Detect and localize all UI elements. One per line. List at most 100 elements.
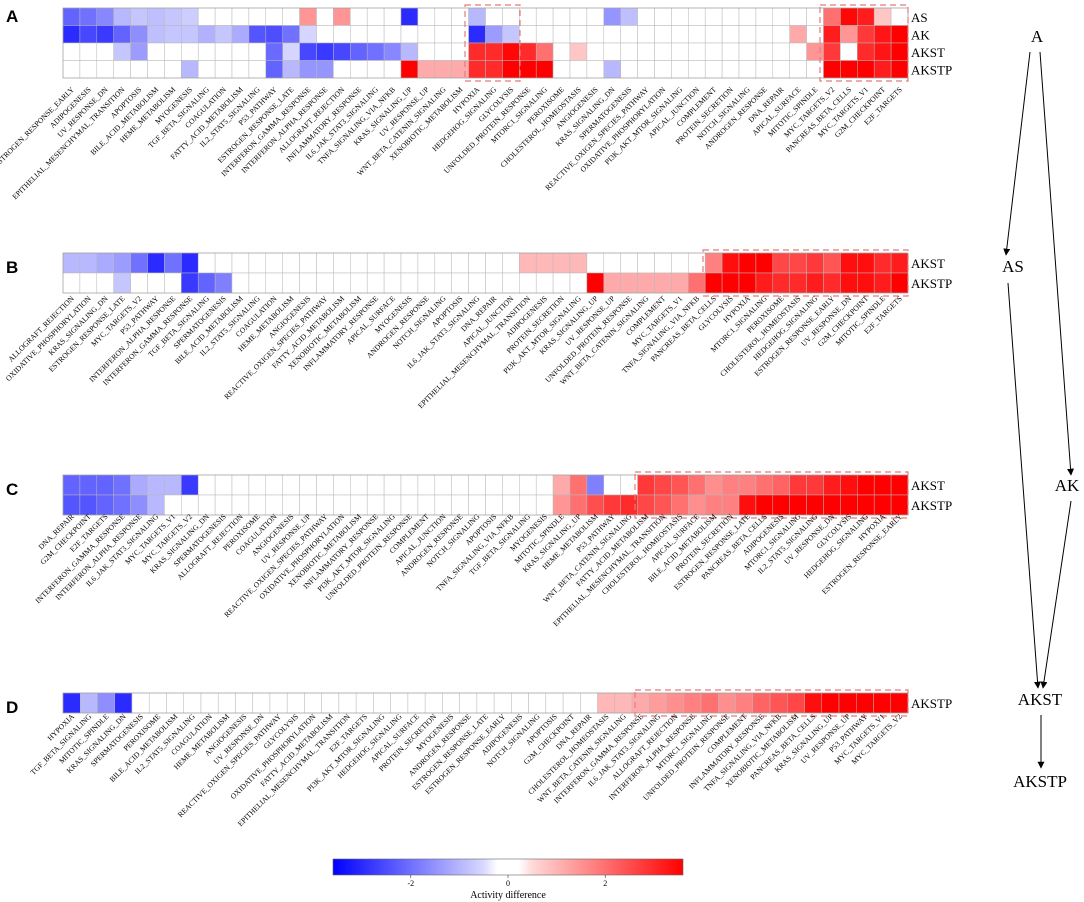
heatmap-cell	[197, 25, 216, 44]
heatmap-cell	[823, 252, 841, 274]
row-label: AKST	[911, 478, 945, 493]
heatmap-cell	[407, 692, 426, 714]
heatmap-cell	[147, 272, 165, 294]
heatmap-cell	[789, 494, 807, 516]
heatmap-cell	[451, 25, 469, 44]
heatmap-cell	[603, 494, 621, 516]
heatmap-cell	[197, 474, 216, 496]
highlight-box	[634, 471, 909, 519]
heatmap-cell	[468, 42, 486, 61]
heatmap-cell	[519, 42, 537, 61]
heatmap-cell	[400, 42, 419, 61]
heatmap-cell	[721, 494, 740, 516]
heatmap-cell	[688, 7, 706, 26]
heatmap-cell	[434, 474, 452, 496]
lineage-node: A	[1031, 27, 1044, 46]
heatmap-cell	[704, 474, 723, 496]
heatmap-cell	[197, 42, 216, 61]
heatmap-cell	[231, 272, 250, 294]
heatmap-cell	[654, 25, 672, 44]
heatmap-cell	[197, 494, 216, 516]
heatmap-cell	[299, 42, 317, 61]
heatmap-cell	[113, 25, 131, 44]
heatmap-cell	[282, 7, 300, 26]
heatmap-cell	[164, 252, 182, 274]
heatmap-cell	[502, 474, 520, 496]
heatmap-cell	[873, 42, 892, 61]
heatmap-cell	[147, 25, 165, 44]
heatmap-cell	[62, 474, 81, 496]
heatmap-cell	[417, 60, 436, 79]
heatmap-cell	[214, 25, 233, 44]
heatmap-cell	[755, 25, 774, 44]
heatmap-cell	[130, 252, 148, 274]
heatmap-cell	[333, 42, 351, 61]
row-label: AKST	[911, 256, 945, 271]
heatmap-cell	[821, 692, 840, 714]
heatmap-cell	[181, 252, 199, 274]
heatmap-cell	[603, 42, 621, 61]
heatmap-cell	[772, 60, 790, 79]
heatmap-cell	[840, 7, 858, 26]
heatmap-cell	[586, 474, 605, 496]
heatmap-cell	[535, 252, 554, 274]
heatmap-cell	[424, 692, 443, 714]
heatmap-cell	[434, 25, 452, 44]
colorbar-tick-label: -2	[407, 879, 414, 888]
heatmap-cell	[738, 7, 757, 26]
heatmap-cell	[299, 25, 317, 44]
heatmap-cell	[586, 42, 605, 61]
row-label: AK	[911, 27, 930, 42]
heatmap-cell	[671, 474, 689, 496]
heatmap-cell	[113, 60, 131, 79]
heatmap-cell	[569, 494, 588, 516]
heatmap-cell	[671, 494, 689, 516]
heatmap-cell	[704, 42, 723, 61]
heatmap-cell	[857, 252, 875, 274]
heatmap-cell	[417, 272, 436, 294]
heatmap-cell	[231, 252, 250, 274]
heatmap-cell	[166, 692, 184, 714]
heatmap-cell	[511, 692, 529, 714]
heatmap-cell	[62, 272, 81, 294]
heatmap-cell	[248, 60, 267, 79]
heatmap-cell	[485, 60, 503, 79]
heatmap-cell	[350, 60, 368, 79]
heatmap-cell	[62, 494, 81, 516]
heatmap-cell	[840, 60, 858, 79]
heatmap-cell	[857, 494, 875, 516]
heatmap-cell	[164, 474, 182, 496]
heatmap-cell	[873, 494, 892, 516]
heatmap-cell	[552, 272, 571, 294]
colorbar-label: Activity difference	[470, 890, 546, 901]
heatmap-cell	[620, 252, 638, 274]
heatmap-cell	[350, 272, 368, 294]
heatmap-cell	[562, 692, 581, 714]
heatmap-cell	[873, 692, 892, 714]
heatmap-cell	[265, 494, 283, 516]
heatmap-cell	[147, 494, 165, 516]
heatmap-cell	[873, 272, 892, 294]
heatmap-cell	[366, 42, 385, 61]
heatmap-cell	[804, 692, 823, 714]
heatmap-cell	[772, 7, 790, 26]
colorbar: -2 0 2 Activity difference	[332, 858, 684, 901]
heatmap-cell	[752, 692, 771, 714]
heatmap-cell	[62, 25, 81, 44]
heatmap-cell	[485, 474, 503, 496]
heatmap-cell	[147, 60, 165, 79]
heatmap-cell	[552, 252, 571, 274]
heatmap-cell	[400, 25, 419, 44]
heatmap-cell	[400, 494, 419, 516]
heatmap-cell	[214, 474, 233, 496]
heatmap-cell	[502, 42, 520, 61]
heatmap-cell	[79, 692, 98, 714]
heatmap-cell	[738, 272, 757, 294]
heatmap-cell	[79, 42, 98, 61]
heatmap-cell	[738, 42, 757, 61]
heatmap-cell	[806, 494, 824, 516]
heatmap-cell	[248, 7, 267, 26]
heatmap-cell	[417, 7, 436, 26]
heatmap-cell	[316, 42, 334, 61]
heatmap-cell	[890, 60, 909, 79]
